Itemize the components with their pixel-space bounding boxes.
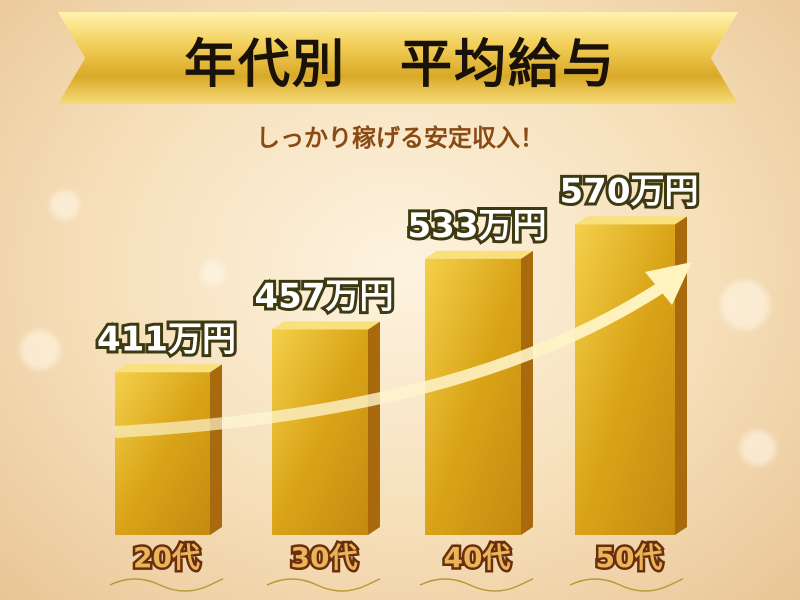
chart-title: 年代別 平均給与 (183, 35, 616, 95)
bar-side (210, 364, 222, 535)
data-label: 411万円 (97, 319, 236, 359)
data-label: 457万円 (255, 276, 394, 316)
bar-front (272, 329, 368, 535)
category-label: 40代 (444, 541, 511, 574)
bar-30代 (272, 321, 380, 535)
trend-arrow-head (645, 262, 692, 305)
data-label: 533万円 (408, 206, 547, 246)
chart-subtitle: しっかり稼げる安定収入！ (256, 124, 544, 152)
category-label: 50代 (596, 541, 663, 574)
ornament-flourish (569, 578, 684, 592)
bar-50代 (575, 216, 687, 535)
ornament-flourish (266, 578, 381, 592)
bar-front (115, 372, 210, 535)
bar-side (675, 216, 687, 535)
title-ribbon (58, 12, 738, 104)
bar-40代 (425, 250, 533, 536)
bar-20代 (115, 364, 222, 535)
bar-top (115, 364, 222, 373)
bar-top (272, 321, 380, 330)
category-label: 20代 (133, 541, 200, 574)
bar-top (575, 216, 687, 225)
bar-top (425, 250, 533, 259)
ornament-flourish (419, 578, 534, 592)
bar-front (425, 258, 521, 535)
category-label: 30代 (291, 541, 358, 574)
data-label: 570万円 (560, 171, 699, 211)
trend-arrow (114, 279, 669, 438)
bar-side (521, 250, 533, 536)
bar-side (368, 321, 380, 535)
ornament-flourish (109, 578, 224, 592)
